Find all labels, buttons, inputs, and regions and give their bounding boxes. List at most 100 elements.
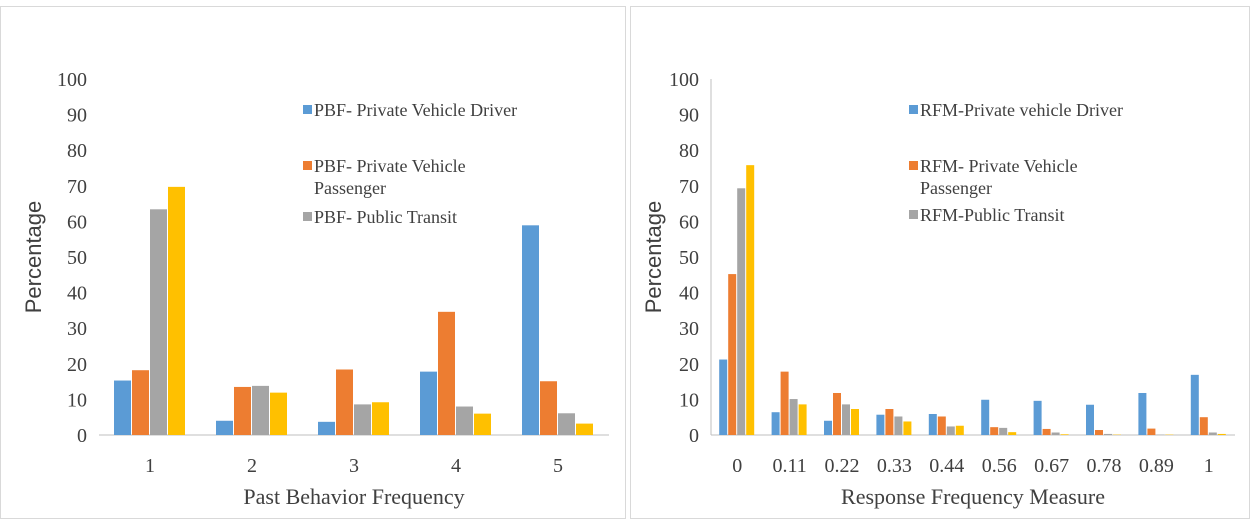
bar-series-2-cat-5 [540,381,557,435]
bar-series-4-cat-2 [799,404,807,435]
bar-series-4-cat-1 [168,187,185,435]
bar-series-2-cat-10 [1200,417,1208,435]
bar-series-4-cat-3 [372,402,389,435]
bar-series-2-cat-9 [1147,429,1155,435]
x-tick-label: 1 [145,455,155,477]
y-tick-label: 20 [67,354,87,376]
bar-series-4-cat-4 [474,414,491,435]
y-tick-label: 90 [67,105,87,127]
bar-series-1-cat-1 [114,381,131,435]
x-tick-label: 0.11 [772,455,806,477]
bar-series-2-cat-2 [234,387,251,435]
x-axis-title: Past Behavior Frequency [243,484,464,509]
y-tick-label: 60 [67,211,87,233]
x-tick-label: 1 [1204,455,1214,477]
bar-series-2-cat-2 [781,372,789,435]
bar-series-3-cat-5 [947,426,955,435]
bar-series-2-cat-8 [1095,430,1103,435]
bar-series-1-cat-7 [1034,401,1042,435]
legend-label-2: Passenger [920,178,992,198]
bar-series-1-cat-2 [772,412,780,435]
y-tick-label: 0 [77,425,87,447]
bar-series-2-cat-3 [833,393,841,435]
x-tick-label: 5 [553,455,563,477]
x-tick-label: 0 [732,455,742,477]
bar-series-1-cat-3 [318,422,335,435]
bar-series-2-cat-3 [336,369,353,435]
y-tick-label: 50 [679,247,699,269]
legend-label-3: RFM-Public Transit [920,205,1065,225]
y-tick-label: 80 [67,140,87,162]
bar-series-4-cat-3 [851,409,859,435]
bar-series-2-cat-1 [728,274,736,435]
legend-label-2: PBF- Private Vehicle [314,156,466,176]
x-tick-label: 4 [451,455,461,477]
bar-series-1-cat-4 [420,372,437,435]
x-tick-label: 0.44 [929,455,964,477]
bar-series-3-cat-1 [737,188,745,435]
bar-series-4-cat-1 [746,165,754,435]
legend-label-2: Passenger [314,178,386,198]
bar-series-4-cat-6 [1008,432,1016,435]
bar-series-1-cat-1 [719,360,727,435]
y-tick-label: 70 [679,176,699,198]
bar-series-1-cat-4 [876,415,884,435]
y-tick-label: 60 [679,211,699,233]
x-tick-label: 3 [349,455,359,477]
y-tick-label: 20 [679,354,699,376]
y-tick-label: 30 [67,318,87,340]
legend-swatch-2 [909,161,918,170]
bar-series-3-cat-6 [999,428,1007,435]
legend-swatch-3 [303,212,312,221]
bar-series-3-cat-4 [894,416,902,435]
y-tick-label: 50 [67,247,87,269]
y-tick-label: 90 [679,105,699,127]
bar-series-4-cat-7 [1061,434,1069,435]
x-tick-label: 0.89 [1139,455,1174,477]
y-tick-label: 0 [689,425,699,447]
legend-label-1: RFM-Private vehicle Driver [920,100,1123,120]
legend-swatch-2 [303,161,312,170]
bar-series-4-cat-5 [576,424,593,435]
y-tick-label: 30 [679,318,699,340]
bar-series-4-cat-4 [903,421,911,435]
bar-series-3-cat-3 [354,404,371,435]
x-tick-label: 0.56 [982,455,1017,477]
bar-series-3-cat-10 [1209,433,1217,435]
bar-series-2-cat-5 [938,416,946,435]
legend-label-3: PBF- Public Transit [314,207,457,227]
bar-series-4-cat-2 [270,393,287,435]
x-tick-label: 0.78 [1087,455,1122,477]
bar-series-3-cat-4 [456,407,473,435]
bar-series-1-cat-9 [1138,393,1146,435]
bar-series-1-cat-6 [981,400,989,435]
x-tick-label: 0.33 [877,455,912,477]
x-tick-label: 2 [247,455,257,477]
bar-series-2-cat-1 [132,370,149,435]
y-tick-label: 70 [67,176,87,198]
bar-series-3-cat-5 [558,413,575,435]
bar-series-3-cat-8 [1104,434,1112,435]
bar-series-4-cat-5 [956,426,964,435]
bar-series-3-cat-7 [1052,433,1060,435]
bar-series-2-cat-4 [438,312,455,435]
y-tick-label: 80 [679,140,699,162]
bar-series-3-cat-3 [842,404,850,435]
bar-series-3-cat-1 [150,209,167,435]
y-tick-label: 10 [67,389,87,411]
y-tick-label: 100 [669,69,699,91]
bar-series-1-cat-5 [929,414,937,435]
y-axis-title: Percentage [21,201,46,314]
x-tick-label: 0.22 [825,455,860,477]
bar-series-2-cat-4 [885,409,893,435]
legend-swatch-1 [303,105,312,114]
y-tick-label: 40 [679,283,699,305]
bar-series-2-cat-7 [1043,429,1051,435]
x-tick-label: 0.67 [1034,455,1069,477]
bar-series-2-cat-6 [990,427,998,435]
y-tick-label: 40 [67,283,87,305]
x-axis-title: Response Frequency Measure [841,484,1105,509]
legend-swatch-3 [909,210,918,219]
